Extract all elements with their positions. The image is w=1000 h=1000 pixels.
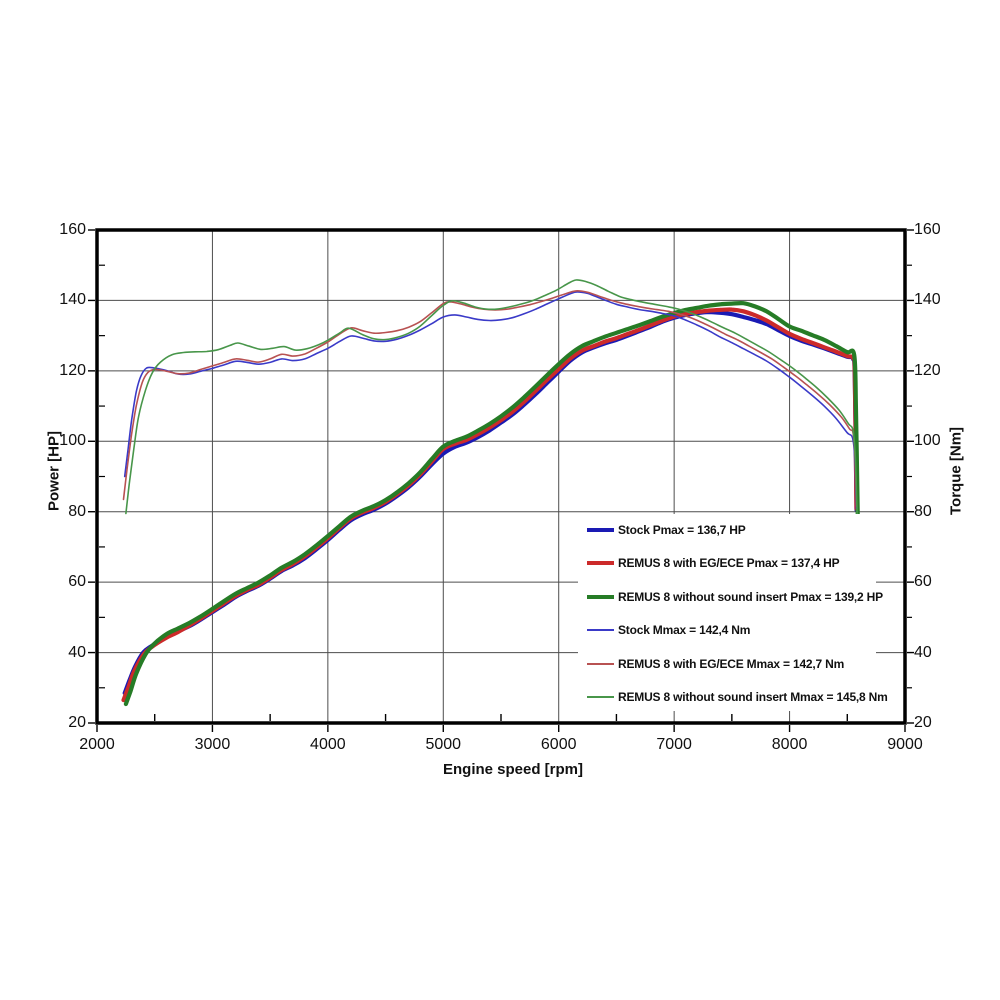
legend-line-swatch bbox=[587, 662, 614, 665]
legend: Stock Pmax = 136,7 HP REMUS 8 with EG/ECE… bbox=[578, 514, 888, 711]
y-left-tick-label: 100 bbox=[59, 432, 86, 450]
x-tick-label: 3000 bbox=[194, 736, 231, 753]
y-left-tick-label: 40 bbox=[68, 643, 86, 661]
legend-line-swatch bbox=[587, 561, 614, 566]
x-tick-label: 4000 bbox=[310, 736, 346, 753]
legend-label: Stock Pmax = 136,7 HP bbox=[618, 523, 746, 537]
legend-label: Stock Mmax = 142,4 Nm bbox=[618, 623, 751, 638]
legend-line-swatch bbox=[587, 594, 614, 599]
y-right-axis-title: Torque [Nm] bbox=[947, 426, 965, 516]
plot-frame bbox=[95, 228, 907, 725]
y-right-tick-label: 140 bbox=[914, 291, 941, 309]
x-tick-label: 8000 bbox=[771, 736, 808, 753]
y-right-tick-label: 80 bbox=[914, 502, 932, 520]
y-left-tick-label: 160 bbox=[59, 221, 86, 238]
legend-entry: REMUS 8 without sound insert Mmax = 145,… bbox=[587, 690, 888, 704]
x-tick-label: 9000 bbox=[887, 736, 923, 753]
curve-power-139-2-HP bbox=[123, 300, 860, 707]
x-tick-label: 5000 bbox=[425, 736, 462, 753]
legend-entry: REMUS 8 with EG/ECE Mmax = 142,7 Nm bbox=[587, 657, 876, 671]
y-right-tick-label: 100 bbox=[914, 432, 941, 450]
y-right-tick-label: 60 bbox=[914, 573, 932, 591]
y-left-tick-label: 60 bbox=[68, 573, 86, 591]
x-axis-title: Engine speed [rpm] bbox=[442, 761, 584, 778]
legend-label: REMUS 8 with EG/ECE Pmax = 137,4 HP bbox=[618, 556, 840, 571]
curve-torque-145-8-Nm bbox=[125, 279, 858, 515]
x-tick-label: 6000 bbox=[540, 736, 577, 753]
legend-entry: REMUS 8 with EG/ECE Pmax = 137,4 HP bbox=[587, 556, 876, 570]
y-left-tick-label: 80 bbox=[68, 502, 86, 520]
y-right-tick-label: 40 bbox=[914, 643, 932, 661]
y-left-tick-label: 120 bbox=[59, 361, 86, 379]
legend-label: REMUS 8 without sound insert Pmax = 139,… bbox=[618, 589, 883, 604]
legend-line-swatch bbox=[587, 528, 614, 532]
legend-entry: Stock Mmax = 142,4 Nm bbox=[587, 623, 876, 637]
legend-line-swatch bbox=[587, 695, 614, 698]
x-tick-label: 2000 bbox=[79, 736, 115, 753]
y-left-tick-label: 20 bbox=[68, 714, 86, 731]
legend-line-swatch bbox=[587, 629, 614, 632]
y-left-tick-label: 140 bbox=[59, 291, 86, 309]
x-tick-label: 7000 bbox=[656, 736, 692, 753]
y-right-tick-label: 20 bbox=[914, 714, 932, 731]
legend-entry: REMUS 8 without sound insert Pmax = 139,… bbox=[587, 590, 883, 604]
curve-torque-142-7-Nm bbox=[122, 290, 858, 508]
y-right-tick-label: 120 bbox=[914, 361, 941, 379]
y-right-tick-label: 160 bbox=[914, 221, 941, 238]
legend-entry: Stock Pmax = 136,7 HP bbox=[587, 523, 876, 537]
curve-torque-142-4-Nm bbox=[123, 291, 858, 509]
legend-label: REMUS 8 with EG/ECE Mmax = 142,7 Nm bbox=[618, 656, 845, 671]
legend-label: REMUS 8 without sound insert Mmax = 145,… bbox=[618, 689, 888, 704]
